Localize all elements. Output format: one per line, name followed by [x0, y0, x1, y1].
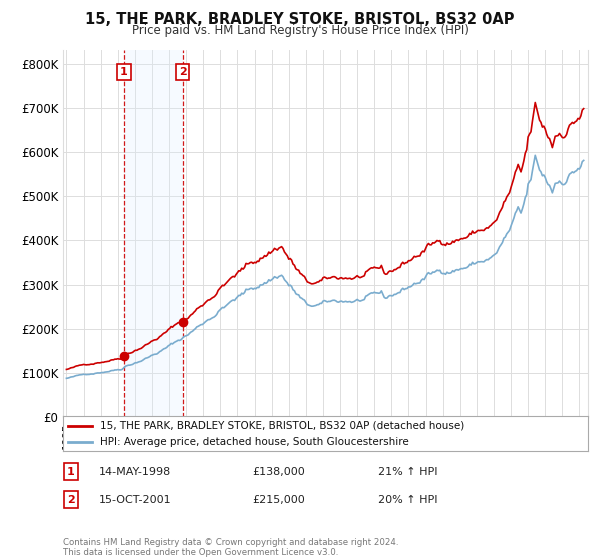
Text: £138,000: £138,000 [252, 466, 305, 477]
Text: Price paid vs. HM Land Registry's House Price Index (HPI): Price paid vs. HM Land Registry's House … [131, 24, 469, 36]
Text: 2: 2 [179, 67, 187, 77]
Text: Contains HM Land Registry data © Crown copyright and database right 2024.
This d: Contains HM Land Registry data © Crown c… [63, 538, 398, 557]
Text: 2: 2 [67, 494, 74, 505]
Text: 20% ↑ HPI: 20% ↑ HPI [378, 494, 437, 505]
Bar [124, 50, 182, 417]
Text: £215,000: £215,000 [252, 494, 305, 505]
Text: 15-OCT-2001: 15-OCT-2001 [99, 494, 172, 505]
Text: HPI: Average price, detached house, South Gloucestershire: HPI: Average price, detached house, Sout… [100, 437, 409, 447]
Text: 1: 1 [67, 466, 74, 477]
Text: 1: 1 [120, 67, 128, 77]
Text: 21% ↑ HPI: 21% ↑ HPI [378, 466, 437, 477]
Text: 15, THE PARK, BRADLEY STOKE, BRISTOL, BS32 0AP: 15, THE PARK, BRADLEY STOKE, BRISTOL, BS… [85, 12, 515, 27]
Text: 14-MAY-1998: 14-MAY-1998 [99, 466, 171, 477]
Text: 15, THE PARK, BRADLEY STOKE, BRISTOL, BS32 0AP (detached house): 15, THE PARK, BRADLEY STOKE, BRISTOL, BS… [100, 421, 464, 431]
